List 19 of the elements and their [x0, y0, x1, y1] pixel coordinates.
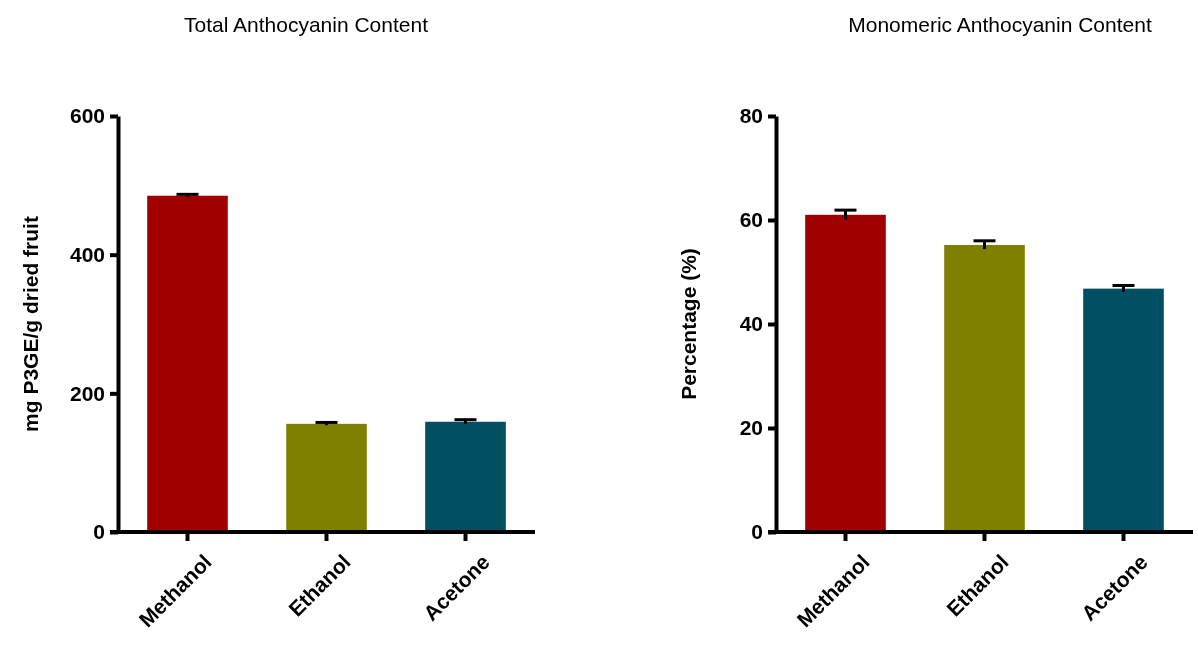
y-tick-label: 0: [93, 520, 105, 544]
y-axis-title: mg P3GE/g dried fruit: [19, 216, 42, 432]
y-tick-label: 200: [69, 381, 105, 405]
bar: [425, 421, 506, 532]
bar: [286, 423, 367, 532]
y-tick-label: 60: [739, 208, 763, 232]
chart-title: Monomeric Anthocyanin Content: [848, 13, 1152, 36]
y-tick-label: 600: [69, 104, 105, 128]
y-tick-label: 0: [751, 520, 763, 544]
y-tick-label: 40: [739, 312, 763, 336]
bar: [805, 214, 886, 532]
y-axis-title: Percentage (%): [677, 248, 700, 400]
bar: [147, 195, 228, 532]
bar: [1083, 288, 1164, 532]
y-tick-label: 400: [69, 242, 105, 266]
y-tick-label: 80: [739, 104, 763, 128]
y-tick-label: 20: [739, 416, 763, 440]
chart-title: Total Anthocyanin Content: [183, 13, 429, 36]
bar: [944, 244, 1025, 532]
